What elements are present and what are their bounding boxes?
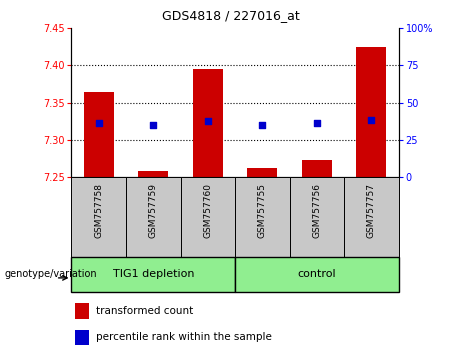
Bar — [193, 69, 223, 177]
Point — [313, 120, 321, 126]
Point — [204, 118, 212, 124]
Bar — [290, 177, 344, 257]
Text: GSM757758: GSM757758 — [94, 183, 103, 238]
Point — [149, 122, 157, 128]
Text: TIG1 depletion: TIG1 depletion — [112, 269, 194, 279]
Bar — [235, 177, 290, 257]
Bar — [248, 168, 278, 177]
Bar — [302, 160, 332, 177]
Text: GSM757760: GSM757760 — [203, 183, 213, 238]
Point — [95, 120, 102, 126]
Text: GSM757755: GSM757755 — [258, 183, 267, 238]
Text: GSM757757: GSM757757 — [367, 183, 376, 238]
Text: GSM757756: GSM757756 — [313, 183, 321, 238]
Text: control: control — [298, 269, 336, 279]
Bar — [71, 257, 235, 292]
Text: GDS4818 / 227016_at: GDS4818 / 227016_at — [162, 9, 299, 22]
Point — [259, 122, 266, 128]
Bar — [75, 303, 89, 319]
Bar — [126, 177, 181, 257]
Bar — [344, 177, 399, 257]
Bar — [84, 91, 114, 177]
Text: genotype/variation: genotype/variation — [5, 269, 97, 279]
Bar — [138, 171, 168, 177]
Point — [368, 117, 375, 122]
Bar — [71, 177, 126, 257]
Bar — [75, 330, 89, 345]
Bar — [356, 47, 386, 177]
Text: percentile rank within the sample: percentile rank within the sample — [96, 332, 272, 342]
Bar — [181, 177, 235, 257]
Text: transformed count: transformed count — [96, 306, 193, 316]
Bar — [235, 257, 399, 292]
Text: GSM757759: GSM757759 — [149, 183, 158, 238]
